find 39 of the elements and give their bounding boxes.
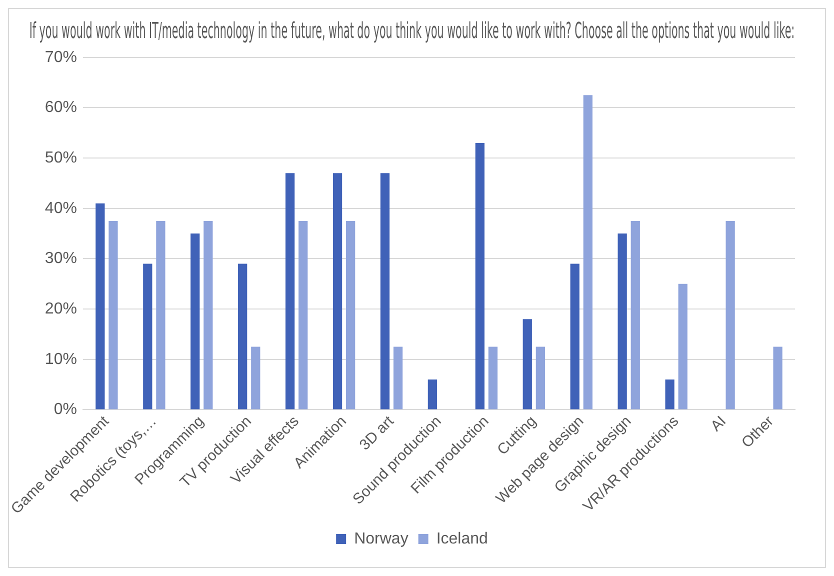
bar bbox=[475, 142, 484, 410]
y-tick-label: 60% bbox=[44, 99, 77, 116]
bar bbox=[536, 346, 546, 410]
y-tick-label: 20% bbox=[44, 300, 77, 318]
legend-label: Iceland bbox=[436, 530, 488, 548]
bar bbox=[285, 173, 295, 410]
bar bbox=[251, 346, 260, 410]
bar bbox=[630, 220, 640, 410]
bar bbox=[583, 95, 592, 410]
bar bbox=[665, 380, 674, 410]
bar bbox=[238, 264, 248, 410]
bar bbox=[618, 234, 627, 410]
bar bbox=[678, 284, 688, 410]
x-tick-label: AI bbox=[708, 412, 730, 435]
y-tick-label: 70% bbox=[44, 48, 77, 66]
bar bbox=[773, 346, 782, 410]
bar bbox=[393, 346, 403, 410]
bar bbox=[298, 220, 308, 410]
y-tick-label: 40% bbox=[44, 200, 77, 217]
bar bbox=[488, 346, 498, 410]
chart-title: If you would work with IT/media technology in the future, what do you think you would like to work with? Choose all the options that you would like: bbox=[29, 18, 795, 44]
bar bbox=[156, 220, 166, 410]
y-tick-label: 0% bbox=[54, 401, 77, 418]
bar bbox=[726, 220, 735, 410]
bar bbox=[346, 220, 356, 410]
bar bbox=[332, 173, 342, 410]
bar bbox=[108, 220, 118, 410]
legend-label: Norway bbox=[354, 530, 408, 548]
bar bbox=[204, 220, 213, 410]
bar bbox=[522, 319, 532, 410]
y-tick-label: 50% bbox=[44, 149, 77, 166]
bar bbox=[96, 203, 105, 410]
bar bbox=[380, 173, 390, 410]
bar bbox=[428, 380, 438, 410]
y-tick-label: 30% bbox=[44, 250, 77, 268]
bar bbox=[570, 264, 580, 410]
bar bbox=[143, 264, 152, 410]
y-tick-label: 10% bbox=[44, 350, 77, 368]
bar bbox=[190, 234, 200, 410]
